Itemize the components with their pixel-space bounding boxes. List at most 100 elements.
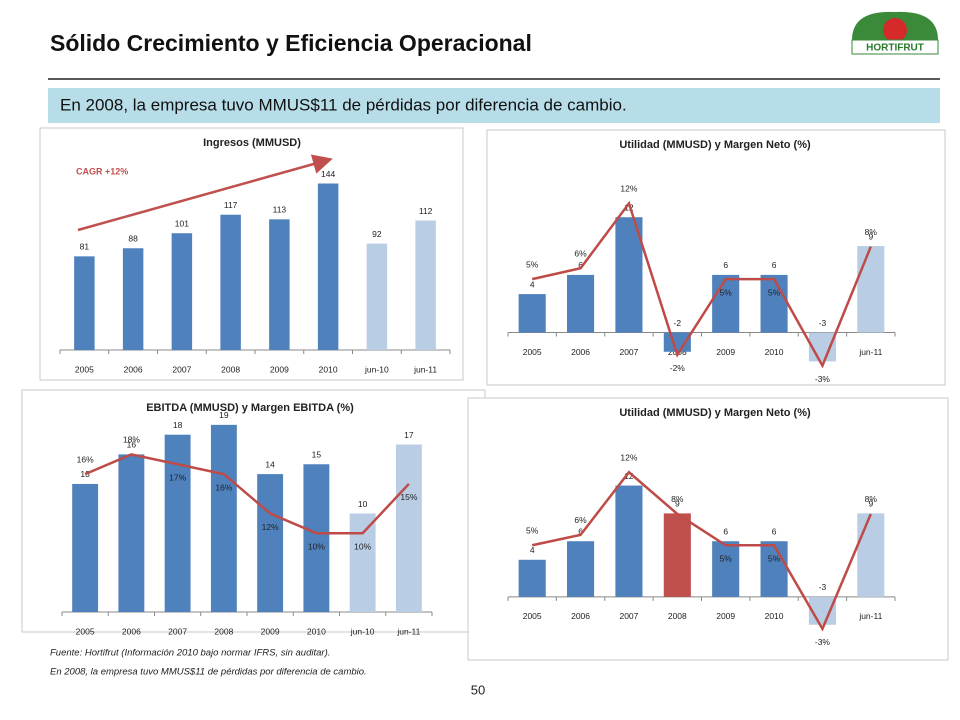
- line-value-label: -3%: [815, 374, 831, 384]
- line-value-label: 8%: [865, 494, 878, 504]
- bar-value-label: 18: [173, 420, 183, 430]
- x-tick-label: jun-10: [350, 626, 375, 636]
- line-value-label: 10%: [308, 541, 325, 551]
- bar: [303, 464, 330, 612]
- x-tick-label: 2010: [765, 347, 784, 357]
- bar-value-label: 112: [419, 206, 433, 216]
- bar: [415, 220, 436, 350]
- bar: [72, 483, 99, 612]
- chart-title: Ingresos (MMUSD): [203, 137, 301, 149]
- bar-value-label: 6: [578, 526, 583, 536]
- line-value-label: 5%: [720, 554, 733, 564]
- bar-value-label: 9: [868, 499, 873, 509]
- bar: [760, 274, 788, 333]
- bar-value-label: -2: [674, 318, 682, 328]
- logo: HORTIFRUT: [851, 11, 939, 55]
- bar-value-label: 92: [372, 229, 382, 239]
- x-tick-label: 2007: [172, 364, 191, 374]
- x-tick-label: 2009: [261, 626, 280, 636]
- bar: [349, 513, 376, 612]
- slide-title: Sólido Crecimiento y Eficiencia Operacio…: [50, 30, 532, 56]
- line-value-label: 6%: [574, 249, 587, 259]
- bar: [615, 485, 643, 597]
- line-value-label: 18%: [123, 435, 140, 445]
- bar-value-label: 144: [321, 169, 335, 179]
- line-value-label: 10%: [354, 541, 371, 551]
- line-value-label: 17%: [169, 473, 186, 483]
- bar-value-label: 9: [868, 231, 873, 241]
- bar-value-label: 15: [312, 450, 322, 460]
- bar: [118, 454, 145, 612]
- annotation: CAGR +12%: [76, 166, 128, 176]
- bar: [712, 541, 740, 597]
- bar-value-label: 117: [224, 200, 238, 210]
- bar-value-label: 19: [219, 410, 229, 420]
- bar: [857, 246, 885, 333]
- line-value-label: 5%: [526, 526, 539, 536]
- x-tick-label: jun-11: [858, 611, 882, 621]
- chart-title: Utilidad (MMUSD) y Margen Neto (%): [619, 139, 811, 151]
- line-value-label: 8%: [671, 494, 684, 504]
- line-value-label: 5%: [768, 554, 781, 564]
- bar-value-label: 10: [358, 499, 368, 509]
- x-tick-label: jun-11: [396, 626, 420, 636]
- bar-value-label: 6: [723, 260, 728, 270]
- bar: [518, 294, 546, 333]
- line-value-label: 12%: [262, 522, 279, 532]
- x-tick-label: 2006: [122, 626, 141, 636]
- line-value-label: 5%: [768, 287, 781, 297]
- footnote: Fuente: Hortifrut (Información 2010 bajo…: [50, 648, 330, 659]
- chart-frame: [39, 127, 464, 381]
- chart-title: Utilidad (MMUSD) y Margen Neto (%): [619, 407, 811, 419]
- x-tick-label: 2009: [716, 611, 735, 621]
- line-value-label: 12%: [620, 184, 637, 194]
- bar: [210, 424, 237, 612]
- line-value-label: -3%: [815, 637, 831, 647]
- line: [84, 453, 410, 535]
- x-tick-label: 2005: [523, 611, 542, 621]
- bar: [615, 217, 643, 333]
- x-tick-label: 2007: [619, 611, 638, 621]
- bar: [760, 541, 788, 597]
- page-number: 50: [471, 682, 485, 697]
- line-value-label: 6%: [574, 515, 587, 525]
- bar-value-label: -3: [819, 582, 827, 592]
- x-tick-label: 2006: [571, 611, 590, 621]
- bar: [567, 274, 595, 333]
- bar-value-label: 101: [175, 218, 189, 228]
- line: [531, 200, 872, 369]
- footnote: En 2008, la empresa tuvo MMUS$11 de pérd…: [50, 667, 367, 678]
- bar-value-label: 16: [127, 440, 137, 450]
- bar: [366, 243, 388, 350]
- bar: [712, 274, 740, 333]
- line-value-label: 16%: [215, 482, 232, 492]
- x-tick-label: 2005: [76, 626, 95, 636]
- subtitle-box: [48, 88, 940, 123]
- x-tick-label: 2010: [307, 626, 326, 636]
- bar: [317, 183, 339, 350]
- bar-value-label: -3: [819, 318, 827, 328]
- x-tick-label: jun-11: [413, 364, 437, 374]
- bar: [220, 214, 241, 350]
- x-tick-label: jun-11: [858, 347, 882, 357]
- bar: [518, 559, 546, 597]
- line-value-label: 15%: [400, 492, 417, 502]
- bar-value-label: 12: [624, 471, 634, 481]
- x-tick-label: 2008: [214, 626, 233, 636]
- x-tick-label: 2010: [765, 611, 784, 621]
- x-tick-label: 2005: [75, 364, 94, 374]
- x-tick-label: 2010: [319, 364, 338, 374]
- x-tick-label: 2008: [668, 611, 687, 621]
- x-tick-label: 2009: [270, 364, 289, 374]
- bar: [171, 233, 193, 350]
- x-tick-label: 2009: [716, 347, 735, 357]
- bar: [269, 219, 290, 350]
- bar: [257, 474, 284, 612]
- line-value-label: 8%: [865, 227, 878, 237]
- line: [531, 470, 872, 632]
- line-value-label: -2%: [670, 363, 686, 373]
- x-tick-label: 2005: [523, 347, 542, 357]
- annotation-arrow: [77, 154, 333, 232]
- line-value-label: 5%: [720, 287, 733, 297]
